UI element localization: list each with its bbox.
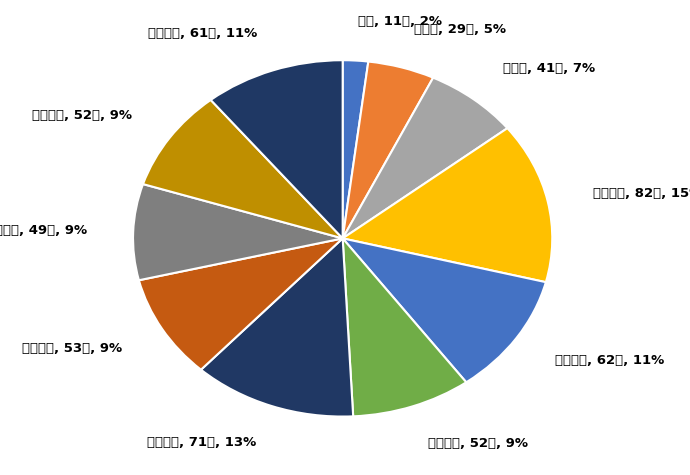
Wedge shape xyxy=(343,60,368,238)
Text: ２０歳～, 62人, 11%: ２０歳～, 62人, 11% xyxy=(555,353,664,367)
Wedge shape xyxy=(133,184,343,280)
Wedge shape xyxy=(343,238,466,417)
Text: １０歳～, 82人, 15%: １０歳～, 82人, 15% xyxy=(593,187,690,200)
Text: ８０歳～, 61人, 11%: ８０歳～, 61人, 11% xyxy=(148,27,257,40)
Wedge shape xyxy=(343,62,433,238)
Text: ３０歳～, 52人, 9%: ３０歳～, 52人, 9% xyxy=(428,437,528,450)
Wedge shape xyxy=(343,78,507,238)
Text: １歳～, 29人, 5%: １歳～, 29人, 5% xyxy=(415,23,506,36)
Text: ６０歳～, 49人, 9%: ６０歳～, 49人, 9% xyxy=(0,224,87,237)
Wedge shape xyxy=(210,60,343,238)
Wedge shape xyxy=(139,238,343,370)
Wedge shape xyxy=(201,238,353,417)
Wedge shape xyxy=(143,100,343,238)
Wedge shape xyxy=(343,238,546,382)
Text: ５０歳～, 53人, 9%: ５０歳～, 53人, 9% xyxy=(22,342,122,355)
Text: ４０歳～, 71人, 13%: ４０歳～, 71人, 13% xyxy=(147,437,256,449)
Text: ０歳, 11人, 2%: ０歳, 11人, 2% xyxy=(358,15,442,28)
Text: ５歳～, 41人, 7%: ５歳～, 41人, 7% xyxy=(502,62,595,75)
Wedge shape xyxy=(343,128,552,282)
Text: ７０歳～, 52人, 9%: ７０歳～, 52人, 9% xyxy=(32,109,132,122)
